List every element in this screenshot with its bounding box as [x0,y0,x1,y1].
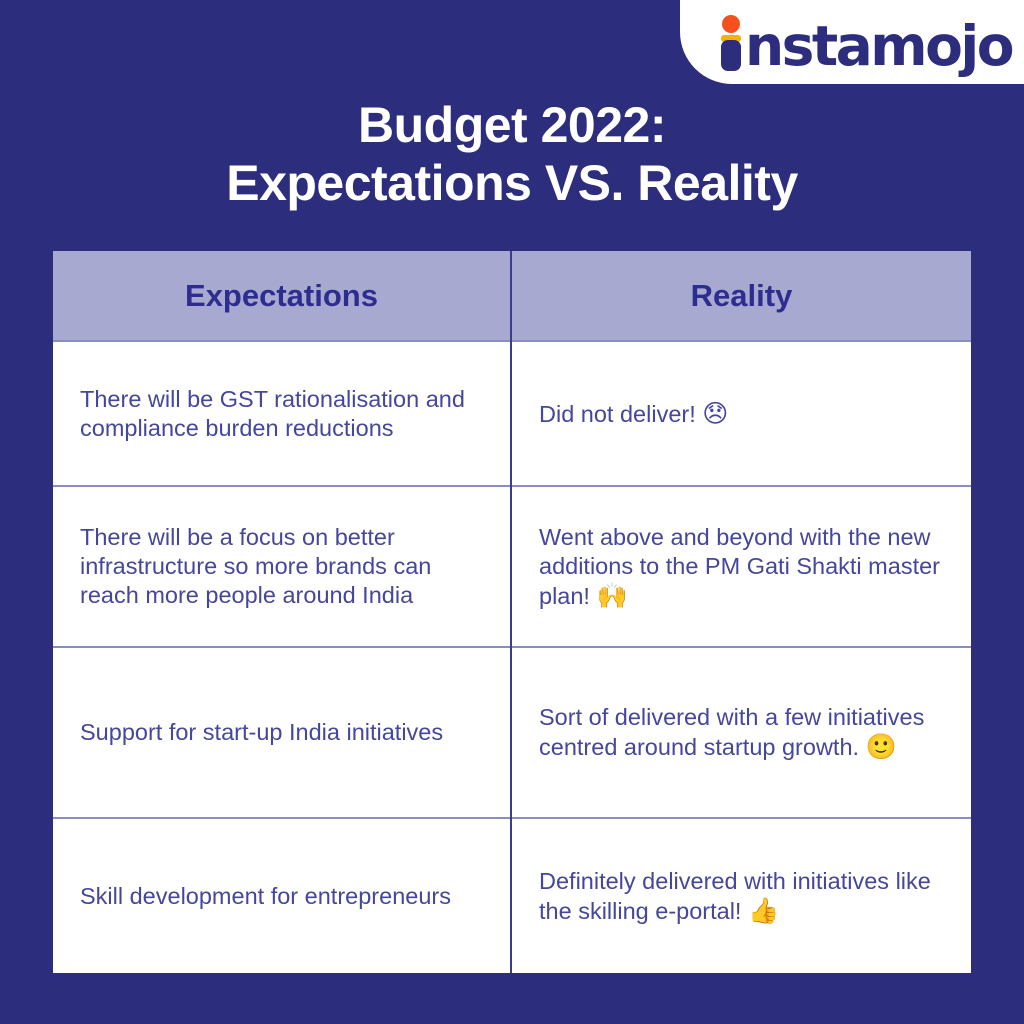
reality-text: Went above and beyond with the new addit… [539,523,940,609]
page-title-line-2: Expectations VS. Reality [226,155,798,211]
column-header-reality: Reality [510,251,971,341]
expectation-cell: Skill development for entrepreneurs [53,817,512,973]
instamojo-logo: nstamojo [718,13,1015,78]
reality-cell: Went above and beyond with the new addit… [511,485,971,647]
page-title-line-1: Budget 2022: [358,97,666,153]
reality-text: Definitely delivered with initiatives li… [539,867,931,924]
table-row: Support for start-up India initiatives S… [53,646,971,818]
expectation-cell: Support for start-up India initiatives [53,646,512,818]
table-row: Skill development for entrepreneurs Defi… [53,817,971,973]
orange-dot-icon [721,15,740,33]
logo-i-mark-icon [718,13,744,71]
page-title: Budget 2022: Expectations VS. Reality [0,96,1024,212]
brand-panel: nstamojo [680,0,1024,84]
logo-stem-icon [720,40,741,71]
table-row: There will be GST rationalisation and co… [53,340,971,486]
raising-hands-emoji: 🙌 [596,580,628,610]
reality-text: Sort of delivered with a few initiatives… [539,704,925,760]
slightly-smiling-face-emoji: 🙂 [865,732,897,761]
expectation-cell: There will be a focus on better infrastr… [53,485,512,647]
disappointed-face-emoji: 😞 [702,398,729,428]
comparison-table: Expectations Reality There will be GST r… [53,251,971,973]
logo-wordmark: nstamojo [744,14,1015,78]
table-row: There will be a focus on better infrastr… [53,485,971,647]
column-header-expectations: Expectations [53,251,511,341]
reality-cell: Sort of delivered with a few initiatives… [511,646,971,818]
thumbs-up-emoji: 👍 [748,895,780,925]
reality-cell: Did not deliver! 😞 [511,340,971,486]
table-header-row: Expectations Reality [53,251,971,341]
yellow-bar-icon [720,35,741,42]
expectation-cell: There will be GST rationalisation and co… [53,340,512,486]
reality-text: Did not deliver! [539,400,703,427]
reality-cell: Definitely delivered with initiatives li… [511,817,971,973]
